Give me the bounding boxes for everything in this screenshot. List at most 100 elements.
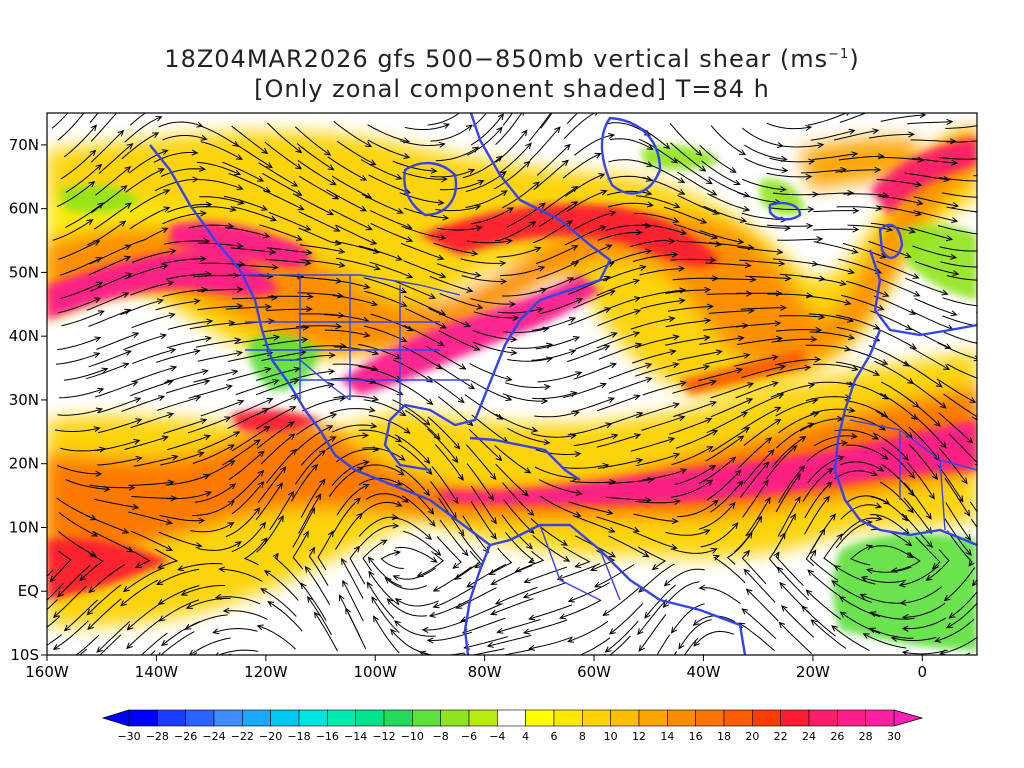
streamline	[801, 276, 846, 285]
streamline-arrowhead	[703, 529, 711, 535]
colorbar-label: 28	[859, 730, 873, 743]
streamline-arrowhead	[88, 586, 96, 594]
streamline-arrowhead	[567, 277, 575, 284]
streamline-arrowhead	[810, 336, 818, 343]
streamline	[860, 594, 905, 604]
streamline-arrowhead	[86, 219, 94, 226]
streamline-arrowhead	[199, 165, 206, 172]
streamline-arrowhead	[273, 334, 281, 341]
streamline-arrowhead	[362, 483, 370, 490]
streamline-arrowhead	[981, 342, 987, 347]
streamline	[226, 368, 271, 381]
streamline-arrowhead	[157, 563, 165, 569]
streamline-arrowhead	[462, 106, 468, 112]
streamline	[497, 619, 541, 633]
streamline	[801, 605, 836, 637]
streamline	[629, 239, 675, 248]
streamline-arrowhead	[466, 581, 474, 588]
streamline-arrowhead	[227, 500, 235, 507]
streamline	[673, 650, 677, 655]
streamline	[876, 260, 919, 279]
streamline	[847, 495, 890, 505]
streamline	[740, 307, 786, 310]
colorbar-label: 12	[632, 730, 646, 743]
streamline-arrowhead	[236, 286, 244, 293]
streamline-arrowhead	[261, 147, 269, 155]
streamline-arrowhead	[263, 570, 271, 577]
streamline-arrowhead	[908, 131, 916, 138]
streamline-arrowhead	[437, 199, 445, 206]
streamline	[597, 231, 642, 241]
streamline-arrowhead	[875, 502, 883, 509]
streamline	[166, 273, 211, 280]
streamline	[842, 242, 886, 259]
streamline-arrowhead	[545, 356, 553, 363]
streamline-arrowhead	[765, 437, 773, 444]
streamline	[766, 172, 812, 178]
streamline-arrowhead	[743, 205, 751, 212]
streamline	[417, 551, 445, 577]
streamline-arrowhead	[964, 534, 972, 541]
streamline	[607, 250, 652, 264]
streamline-arrowhead	[908, 471, 916, 479]
streamline-arrowhead	[604, 646, 612, 653]
streamline-arrowhead	[605, 244, 613, 251]
streamline	[831, 580, 872, 603]
streamline	[805, 344, 851, 351]
streamline	[64, 599, 98, 631]
streamline	[266, 247, 312, 254]
streamline-arrowhead	[709, 401, 717, 407]
streamline-arrowhead	[157, 168, 165, 174]
streamline	[677, 194, 719, 215]
streamline-arrowhead	[222, 607, 230, 614]
streamline	[96, 620, 131, 653]
streamline	[54, 427, 100, 432]
streamline	[701, 160, 740, 185]
streamline	[672, 380, 716, 394]
colorbar-label: −10	[401, 730, 424, 743]
streamline-arrowhead	[215, 652, 219, 655]
streamline-arrowhead	[898, 581, 906, 588]
streamline	[98, 143, 133, 174]
streamline-arrowhead	[865, 544, 873, 551]
streamline	[902, 602, 946, 618]
streamline	[741, 406, 781, 431]
colorbar-swatch	[440, 709, 470, 727]
streamline	[641, 416, 685, 431]
streamline-arrowhead	[711, 499, 719, 506]
streamline-arrowhead	[443, 123, 451, 129]
streamline-arrowhead	[126, 143, 134, 150]
streamline-arrowhead	[333, 225, 341, 232]
streamline	[733, 356, 778, 367]
streamline	[199, 262, 245, 265]
streamline	[676, 239, 721, 246]
streamline-arrowhead	[313, 611, 321, 619]
streamline-arrowhead	[901, 625, 909, 632]
streamline-arrowhead	[1020, 271, 1024, 276]
streamline-arrowhead	[860, 575, 868, 582]
streamline	[838, 258, 882, 274]
colorbar-label: 20	[745, 730, 759, 743]
streamline	[314, 612, 338, 652]
streamline-arrowhead	[944, 343, 952, 349]
streamline-arrowhead	[522, 592, 530, 599]
streamline-arrowhead	[525, 661, 531, 666]
streamline-arrowhead	[912, 273, 920, 279]
streamline-arrowhead	[97, 310, 105, 317]
streamline-arrowhead	[644, 222, 652, 229]
streamline-arrowhead	[850, 432, 858, 439]
streamline	[403, 324, 444, 347]
streamline	[778, 315, 825, 318]
streamline-arrowhead	[158, 615, 166, 622]
streamline-arrowhead	[468, 383, 476, 390]
streamline	[942, 297, 977, 307]
streamline	[531, 350, 576, 361]
streamline	[58, 240, 100, 260]
colorbar-swatch	[185, 709, 215, 727]
streamline-arrowhead	[762, 479, 769, 487]
streamline-arrowhead	[432, 602, 440, 609]
streamline	[197, 351, 242, 362]
streamline	[710, 480, 744, 513]
streamline-arrowhead	[907, 506, 914, 514]
streamline-arrowhead	[23, 638, 29, 643]
